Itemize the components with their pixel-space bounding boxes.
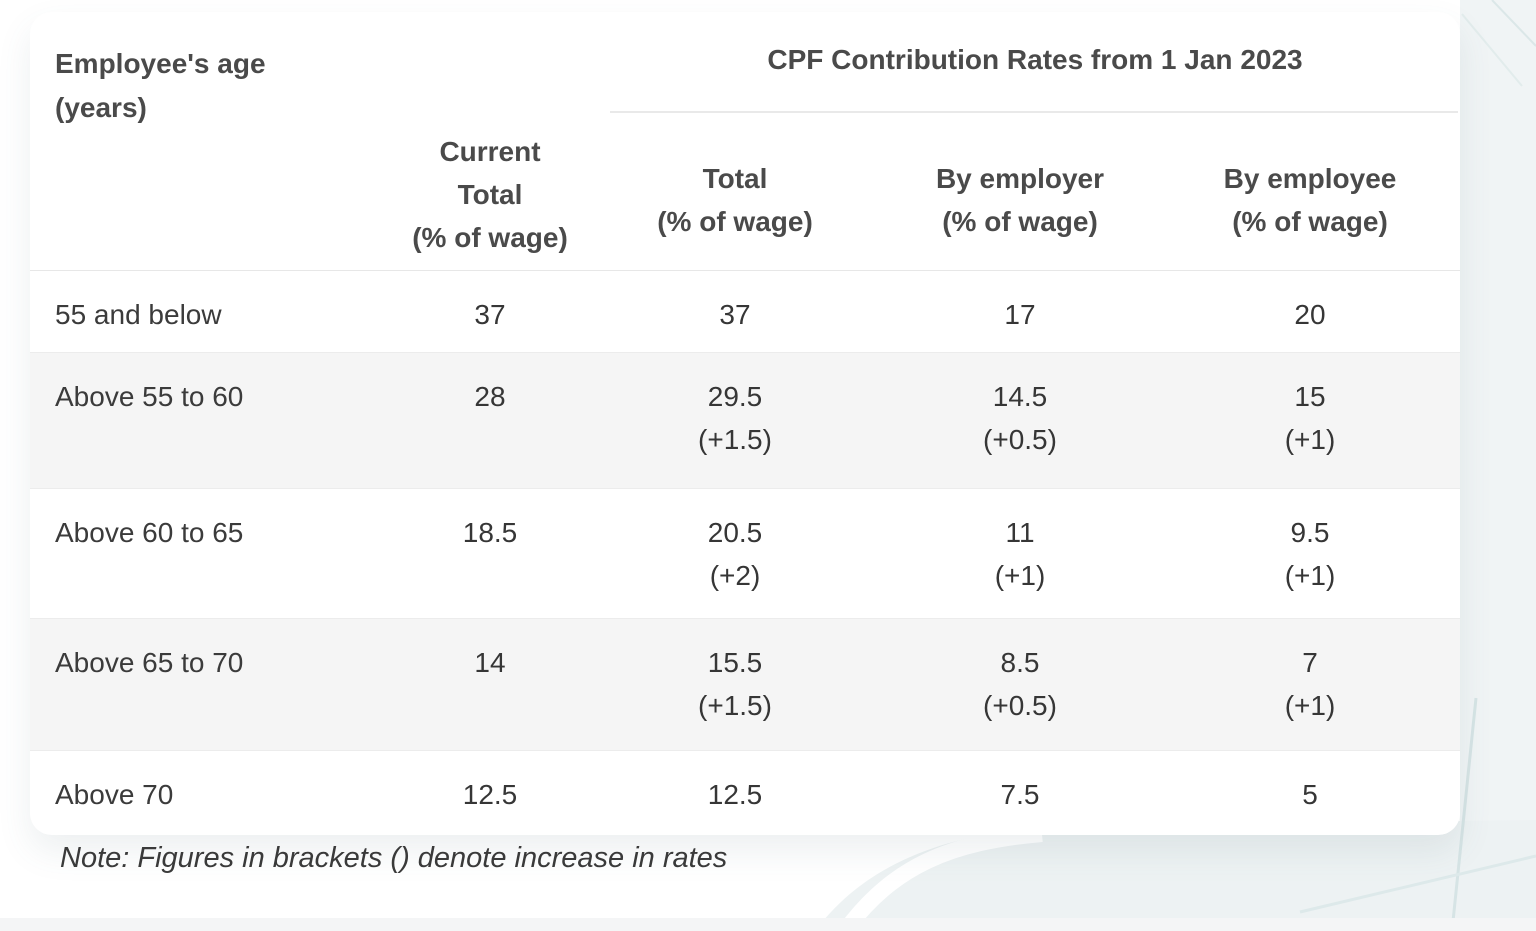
cell-by-employee: 15 (+1) — [1160, 353, 1460, 488]
employer-delta: (+1) — [994, 560, 1046, 591]
cell-by-employer: 14.5 (+0.5) — [880, 353, 1160, 488]
current-value: 14 — [474, 647, 506, 678]
total-value: 37 — [719, 299, 751, 330]
total-header-line2: (% of wage) — [657, 206, 813, 237]
employee-header-line1: By employee — [1223, 163, 1397, 194]
employee-delta: (+1) — [1284, 690, 1336, 721]
employee-value: 7 — [1302, 647, 1318, 678]
diagonal-line-bottom-right — [1299, 854, 1536, 914]
employer-value: 8.5 — [1000, 647, 1040, 678]
diagonal-line-top-right-2 — [1461, 13, 1523, 87]
cell-current-total: 37 — [390, 271, 590, 352]
total-value: 29.5 — [707, 381, 763, 412]
cell-age: 55 and below — [30, 271, 390, 352]
employee-value: 5 — [1302, 779, 1318, 810]
current-header-line1: Current — [439, 136, 541, 167]
age-label: Above 55 to 60 — [55, 381, 244, 412]
cell-by-employer: 11 (+1) — [880, 489, 1160, 618]
cell-by-employer: 8.5 (+0.5) — [880, 619, 1160, 750]
cell-by-employee: 9.5 (+1) — [1160, 489, 1460, 618]
column-header-total: Total (% of wage) — [590, 157, 880, 243]
right-band-shape — [1460, 0, 1536, 931]
age-label: Above 60 to 65 — [55, 517, 244, 548]
cell-age: Above 65 to 70 — [30, 619, 390, 750]
table-row: Above 60 to 65 18.5 20.5 (+2) 11 (+1) 9.5 (… — [30, 488, 1460, 618]
employer-delta: (+0.5) — [983, 424, 1057, 455]
total-delta: (+1.5) — [698, 424, 772, 455]
current-value: 37 — [474, 299, 506, 330]
age-label: Above 65 to 70 — [55, 647, 244, 678]
table-row: 55 and below 37 37 17 20 — [30, 270, 1460, 352]
age-label: 55 and below — [55, 299, 222, 330]
current-value: 28 — [474, 381, 506, 412]
cell-age: Above 70 — [30, 751, 390, 834]
age-label: Above 70 — [55, 779, 174, 810]
employer-value: 7.5 — [1000, 779, 1040, 810]
current-header-line3: (% of wage) — [412, 222, 568, 253]
cell-total: 20.5 (+2) — [590, 489, 880, 618]
employer-value: 11 — [1005, 517, 1035, 548]
column-header-age: Employee's age (years) — [55, 42, 266, 130]
cell-total: 37 — [590, 271, 880, 352]
cell-by-employee: 7 (+1) — [1160, 619, 1460, 750]
total-header-line1: Total — [702, 163, 768, 194]
cpf-rates-table-card: Employee's age (years) CPF Contribution … — [30, 12, 1460, 835]
table-row: Above 55 to 60 28 29.5 (+1.5) 14.5 (+0.5) … — [30, 352, 1460, 488]
column-header-current-total: Current Total (% of wage) — [390, 130, 590, 259]
cell-current-total: 12.5 — [390, 751, 590, 834]
white-arc-stripe — [838, 826, 1043, 931]
total-delta: (+2) — [709, 560, 761, 591]
cell-current-total: 28 — [390, 353, 590, 488]
current-value: 18.5 — [462, 517, 518, 548]
employer-header-line2: (% of wage) — [942, 206, 1098, 237]
employee-delta: (+1) — [1284, 424, 1336, 455]
cell-by-employee: 20 — [1160, 271, 1460, 352]
group-header-divider — [610, 111, 1458, 113]
employer-header-line1: By employer — [935, 163, 1105, 194]
group-header-cpf-rates: CPF Contribution Rates from 1 Jan 2023 — [767, 44, 1303, 75]
total-value: 12.5 — [707, 779, 763, 810]
bottom-strip — [0, 918, 1536, 931]
total-delta: (+1.5) — [698, 690, 772, 721]
employee-value: 15 — [1294, 381, 1326, 412]
vertical-line-bottom-right — [1450, 697, 1478, 931]
employee-value: 9.5 — [1290, 517, 1330, 548]
age-header-line1: Employee's age — [55, 48, 266, 79]
employee-value: 20 — [1294, 299, 1326, 330]
footnote: Note: Figures in brackets () denote incr… — [60, 842, 728, 874]
table-row: Above 65 to 70 14 15.5 (+1.5) 8.5 (+0.5) 7… — [30, 618, 1460, 750]
diagonal-line-top-right — [1491, 0, 1536, 47]
employee-delta: (+1) — [1284, 560, 1336, 591]
column-header-by-employer: By employer (% of wage) — [880, 157, 1160, 243]
cell-by-employer: 7.5 — [880, 751, 1160, 834]
cell-current-total: 14 — [390, 619, 590, 750]
current-header-line2: Total — [457, 179, 523, 210]
cell-by-employer: 17 — [880, 271, 1160, 352]
employee-header-line2: (% of wage) — [1232, 206, 1388, 237]
age-header-line2: (years) — [55, 92, 147, 123]
employer-value: 17 — [1004, 299, 1036, 330]
table-header: Employee's age (years) CPF Contribution … — [30, 12, 1460, 270]
cell-by-employee: 5 — [1160, 751, 1460, 834]
cell-age: Above 55 to 60 — [30, 353, 390, 488]
table-row: Above 70 12.5 12.5 7.5 5 — [30, 750, 1460, 834]
cell-total: 29.5 (+1.5) — [590, 353, 880, 488]
total-value: 15.5 — [707, 647, 763, 678]
employer-value: 14.5 — [992, 381, 1048, 412]
current-value: 12.5 — [462, 779, 518, 810]
total-value: 20.5 — [707, 517, 763, 548]
cell-total: 12.5 — [590, 751, 880, 834]
cell-age: Above 60 to 65 — [30, 489, 390, 618]
column-header-by-employee: By employee (% of wage) — [1160, 157, 1460, 243]
cell-total: 15.5 (+1.5) — [590, 619, 880, 750]
cell-current-total: 18.5 — [390, 489, 590, 618]
bottom-wave-shape — [815, 820, 1536, 931]
employer-delta: (+0.5) — [983, 690, 1057, 721]
